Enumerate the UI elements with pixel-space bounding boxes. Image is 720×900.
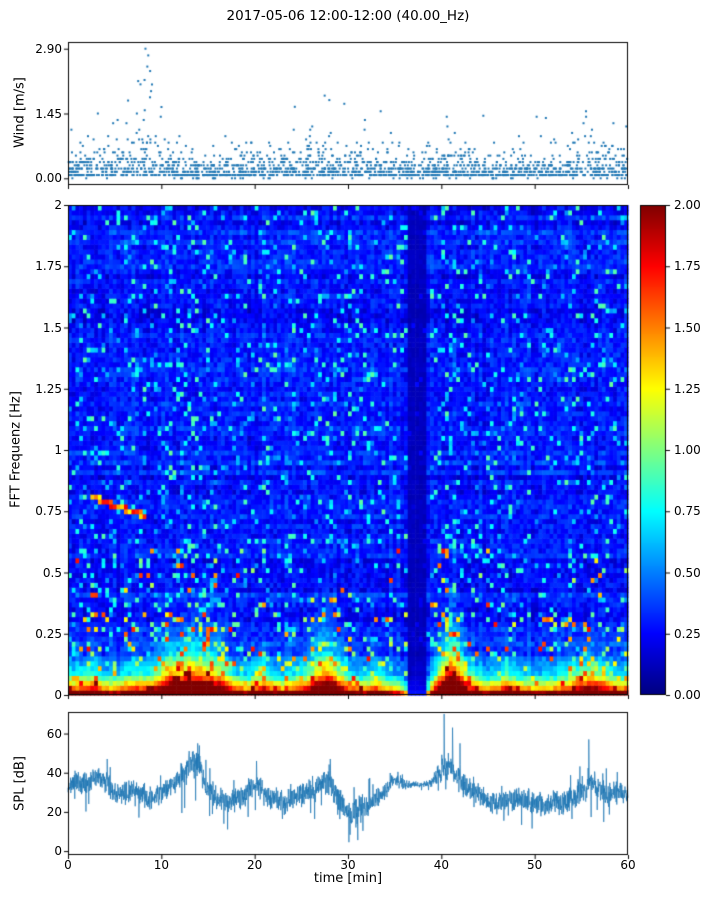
x-tick-label: 30	[340, 858, 356, 872]
spl-ytick-label: 20	[46, 804, 62, 819]
colorbar-tick-label: 0.25	[674, 626, 701, 641]
fft-ytick-label: 0	[54, 688, 62, 702]
colorbar-tick-label: 1.00	[674, 443, 701, 457]
wind-ytick-label: 2.90	[35, 41, 62, 56]
fft-ytick-label: 1.25	[35, 381, 62, 396]
fft-ytick-label: 1.5	[42, 320, 62, 335]
x-tick-label: 50	[527, 858, 543, 872]
x-tick-label: 20	[247, 858, 263, 872]
colorbar-tick-label: 1.75	[674, 259, 701, 274]
wind-ytick-label: 1.45	[35, 106, 62, 121]
fft-ytick-label: 2	[54, 198, 62, 212]
fft-ytick-label: 0.5	[42, 565, 62, 580]
x-tick-label: 10	[153, 858, 169, 872]
chart-title: 2017-05-06 12:00-12:00 (40.00_Hz)	[226, 8, 470, 24]
colorbar-tick-label: 0.50	[674, 565, 701, 580]
spl-ytick-label: 40	[46, 765, 62, 780]
fft-ytick-label: 0.75	[35, 504, 62, 519]
x-tick-label: 0	[64, 858, 72, 872]
fft-ytick-label: 1	[54, 443, 62, 457]
fft-ytick-label: 1.75	[35, 259, 62, 274]
colorbar-tick-label: 2.00	[674, 198, 701, 212]
colorbar-tick-label: 0.75	[674, 504, 701, 519]
fft-ytick-label: 0.25	[35, 626, 62, 641]
wind-ytick-label: 0.00	[35, 171, 62, 186]
spl-ytick-label: 0	[54, 844, 62, 859]
spl-ytick-label: 60	[46, 726, 62, 741]
x-axis-label: time [min]	[313, 871, 383, 886]
colorbar-tick-label: 1.25	[674, 381, 701, 396]
x-tick-label: 40	[433, 858, 449, 872]
colorbar-tick-label: 1.50	[674, 320, 701, 335]
x-tick-label: 60	[620, 858, 636, 872]
colorbar-tick-label: 0.00	[674, 688, 701, 702]
